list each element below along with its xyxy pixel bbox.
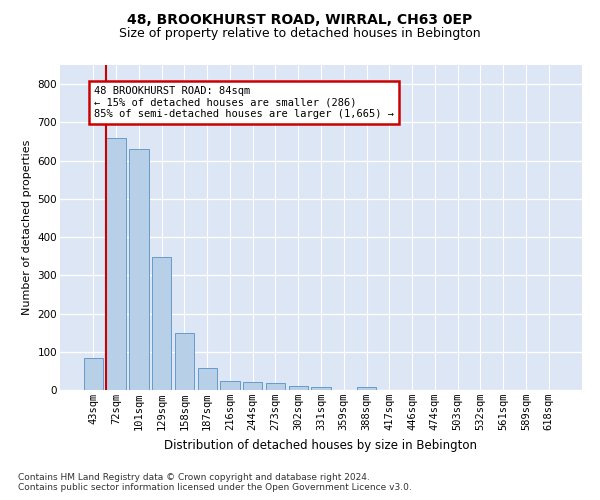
Text: Contains HM Land Registry data © Crown copyright and database right 2024.
Contai: Contains HM Land Registry data © Crown c… [18,473,412,492]
Bar [357,387,376,390]
Bar [266,383,285,390]
X-axis label: Distribution of detached houses by size in Bebington: Distribution of detached houses by size … [164,438,478,452]
Bar [106,138,126,390]
Bar [197,368,217,390]
Text: 48, BROOKHURST ROAD, WIRRAL, CH63 0EP: 48, BROOKHURST ROAD, WIRRAL, CH63 0EP [127,12,473,26]
Bar [175,334,194,390]
Bar [311,387,331,390]
Bar [220,381,239,390]
Bar [129,149,149,390]
Text: 48 BROOKHURST ROAD: 84sqm
← 15% of detached houses are smaller (286)
85% of semi: 48 BROOKHURST ROAD: 84sqm ← 15% of detac… [94,86,394,119]
Bar [152,257,172,390]
Bar [243,382,262,390]
Text: Size of property relative to detached houses in Bebington: Size of property relative to detached ho… [119,28,481,40]
Bar [84,358,103,390]
Bar [289,386,308,390]
Y-axis label: Number of detached properties: Number of detached properties [22,140,32,315]
